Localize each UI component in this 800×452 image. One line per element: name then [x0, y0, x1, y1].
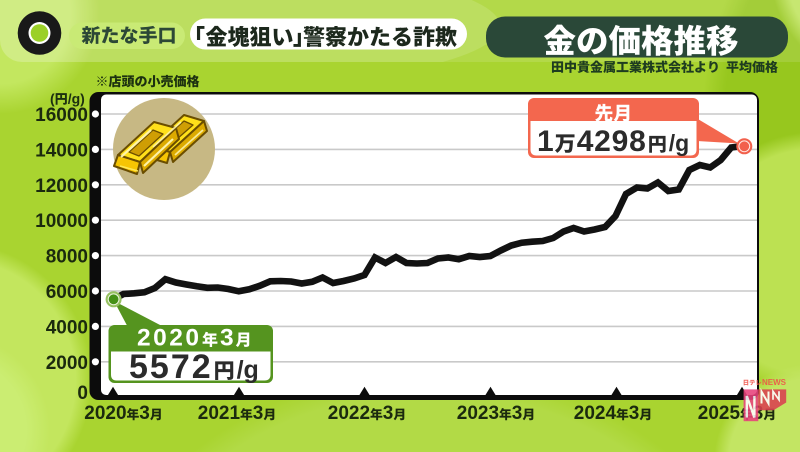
svg-text:8000: 8000: [46, 247, 88, 268]
svg-text:3: 3: [139, 403, 150, 424]
svg-text:2000: 2000: [46, 353, 88, 374]
svg-text:4000: 4000: [46, 317, 88, 338]
svg-text:3: 3: [220, 325, 234, 352]
svg-text:/g): /g): [68, 91, 85, 107]
svg-text:NEWS: NEWS: [762, 378, 787, 387]
svg-text:2024: 2024: [574, 403, 617, 424]
svg-text:/g: /g: [669, 130, 689, 156]
svg-text:/g: /g: [237, 356, 259, 384]
svg-text:3: 3: [512, 403, 523, 424]
svg-text:14000: 14000: [35, 140, 88, 161]
svg-text:12000: 12000: [35, 176, 88, 197]
svg-text:(: (: [50, 91, 55, 107]
svg-text:4298: 4298: [577, 125, 647, 158]
svg-text:3: 3: [253, 403, 264, 424]
svg-text:10000: 10000: [35, 211, 88, 232]
svg-text:1: 1: [537, 125, 554, 158]
svg-text:0: 0: [77, 383, 88, 404]
svg-text:2023: 2023: [457, 403, 499, 424]
svg-text:16000: 16000: [35, 105, 88, 126]
svg-text:2025: 2025: [698, 403, 741, 424]
svg-text:5572: 5572: [129, 348, 213, 386]
svg-text:2022: 2022: [328, 403, 370, 424]
svg-text:2020: 2020: [84, 403, 126, 424]
svg-text:6000: 6000: [46, 282, 88, 303]
svg-text:2021: 2021: [198, 403, 241, 424]
svg-text:2020: 2020: [137, 325, 202, 352]
svg-text:3: 3: [629, 403, 640, 424]
svg-text:3: 3: [383, 403, 394, 424]
